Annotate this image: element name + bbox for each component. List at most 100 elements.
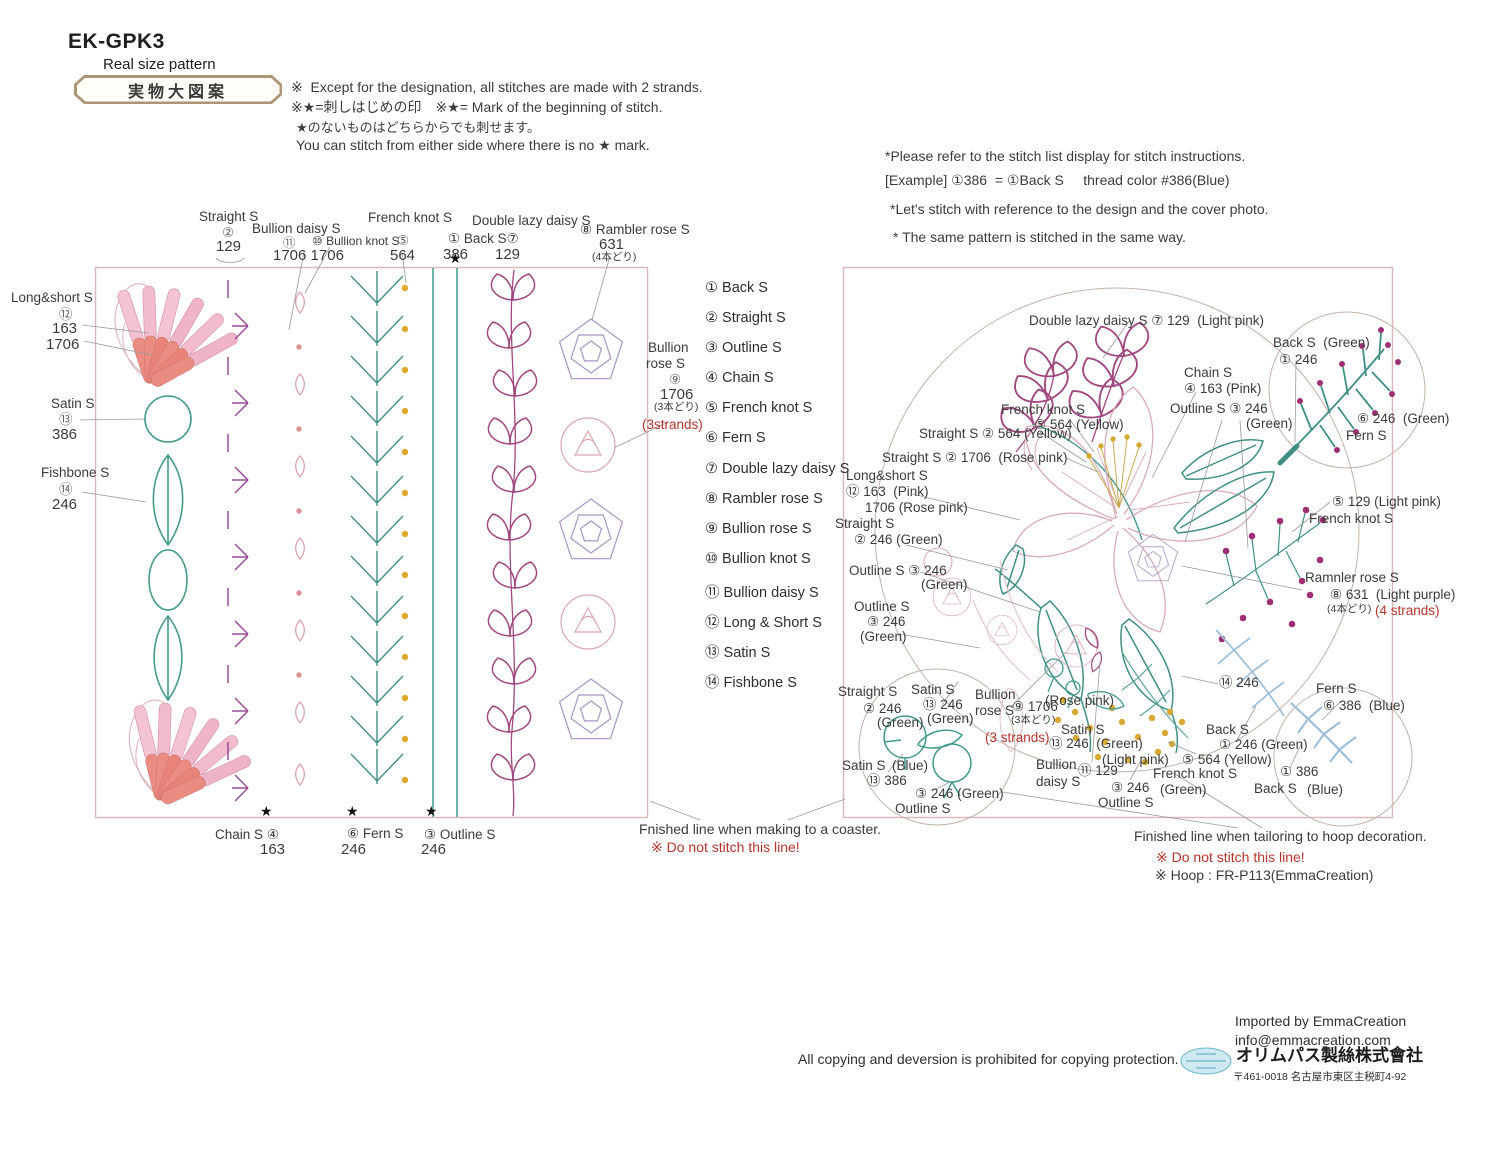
pink-bud-and-arcs [972, 559, 1059, 753]
french-knot-column [401, 284, 409, 784]
annotation-label: rose S [975, 703, 1015, 718]
blue-satin-flowers [883, 715, 972, 799]
annotation-label: Finished line when tailoring to hoop dec… [1134, 828, 1427, 844]
stitch-list-item: ⑧ Rambler rose S [705, 490, 823, 507]
annotation-label: ⑬ 246 [923, 697, 963, 712]
annotation-label: ① 246 [1279, 352, 1318, 367]
stitch-list-item: ⑭ Fishbone S [705, 675, 797, 692]
stitch-list-item: ② Straight S [705, 310, 786, 327]
annotation-label: Long&short S [11, 290, 93, 305]
annotation-label: ⑬ 386 [867, 773, 907, 788]
annotation-label: ⑪ [283, 236, 296, 250]
fern-branch-right [1205, 512, 1321, 605]
magenta-buds [1081, 624, 1105, 674]
annotation-label: (Green) [860, 629, 907, 644]
annotation-label: ★ [260, 803, 273, 819]
annotation-label: (4本どり) [1327, 603, 1372, 615]
annotation-label: ⑪ 129 [1078, 763, 1118, 778]
annotation-label: ※★=刺しはじめの印 ※★= Mark of the beginning of … [291, 99, 663, 115]
annotation-label: Straight S ② 1706 (Rose pink) [882, 450, 1068, 465]
double-lazy-daisy-column [485, 269, 539, 817]
annotation-label: ⑨ [669, 372, 682, 387]
annotation-label: 246 [52, 496, 78, 513]
annotation-label: (3 strands) [985, 730, 1050, 745]
fern-sample-green-dots [1297, 327, 1401, 453]
long-short-sample-bottom [124, 697, 258, 813]
annotation-label: ① 246 (Green) [1219, 737, 1308, 752]
stamens [1086, 434, 1142, 509]
annotation-label: *Let's stitch with reference to the desi… [890, 201, 1269, 217]
annotation-label: (Rose pink) [1045, 693, 1115, 708]
straight-stitch-column [227, 279, 249, 802]
stitch-list-item: ⑤ French knot S [705, 400, 813, 417]
annotation-label: ③ 246 (Green) [915, 786, 1004, 801]
fishbone-sample [152, 453, 184, 547]
fern-stitch-column [350, 270, 404, 785]
annotation-label: Back S [1254, 781, 1297, 796]
bullion-daisy-column [295, 291, 305, 786]
annotation-label: [Example] ①386 = ①Back S thread color #3… [885, 172, 1230, 188]
annotation-label: Bullion [975, 687, 1016, 702]
annotation-label: 1706 1706 [273, 247, 344, 264]
annotation-label: ② 246 (Green) [854, 532, 943, 547]
annotation-label: ⑥ 246 (Green) [1357, 411, 1450, 426]
annotation-label: ※ Do not stitch this line! [651, 839, 800, 855]
annotation-label: (3本どり) [654, 401, 699, 413]
yellow-french-knots [1054, 696, 1186, 766]
annotation-label: Back S [1206, 722, 1249, 737]
annotation-label: (3本どり) [1011, 714, 1056, 726]
annotation-label: 1706 [660, 386, 694, 403]
stitch-list-item: ① Back S [705, 280, 768, 296]
annotation-label: ③ 246 [1111, 780, 1150, 795]
stitch-list-item: ⑦ Double lazy daisy S [705, 460, 850, 477]
annotation-label: (Blue) [892, 758, 929, 773]
leaf-sample [153, 614, 183, 702]
annotation-label: rose S [646, 356, 686, 371]
annotation-label: 129 [495, 246, 521, 263]
annotation-label: 246 [341, 841, 367, 858]
stitch-list-item: ⑨ Bullion rose S [705, 520, 812, 537]
annotation-label: ⑤ 129 (Light pink) [1332, 494, 1441, 509]
annotation-label: Satin S [842, 758, 886, 773]
annotation-label: ⑤ 564 (Yellow) [1182, 752, 1272, 767]
annotation-label: Long&short S [846, 468, 928, 483]
bullion-roses-small [923, 547, 1098, 668]
annotation-label: ⑩ Bullion knot S [312, 234, 400, 248]
annotation-label: ③ Outline S [424, 827, 496, 842]
annotation-label: Bullion daisy S [252, 221, 341, 236]
annotation-label: Outline S ③ 246 [1170, 401, 1268, 416]
back-stitch-lines [432, 268, 458, 817]
annotation-label: Straight S [838, 684, 898, 699]
annotation-label: Outline S ③ 246 [849, 563, 947, 578]
annotation-label: Outline S [1098, 795, 1154, 810]
teal-fern-bottom [1121, 651, 1189, 739]
annotation-label: Imported by EmmaCreation [1235, 1013, 1407, 1029]
coaster-finish-line [94, 266, 649, 819]
page-title: EK-GPK3 [68, 30, 165, 53]
annotation-label: ③ 246 [867, 614, 906, 629]
annotation-label: 631 [599, 236, 625, 253]
annotation-label: ② 246 [863, 701, 902, 716]
annotation-label: ⑤ 564 (Yellow) [1034, 417, 1124, 432]
page-subtitle: Real size pattern [103, 56, 216, 73]
teal-berries [1044, 658, 1125, 710]
annotation-label: (Green) [1246, 416, 1293, 431]
annotation-label: 1706 [46, 336, 80, 353]
annotation-label: French knot S [1309, 511, 1394, 526]
annotation-label: ⑥ 386 (Blue) [1323, 698, 1405, 713]
fern-sample-blue [1290, 702, 1357, 764]
annotation-label: French knot S [1153, 766, 1238, 781]
oval-sample [148, 549, 188, 611]
annotation-label: ④ 163 (Pink) [1184, 381, 1262, 396]
annotation-label: Bullion [648, 340, 689, 355]
petal-veins [1061, 447, 1191, 541]
annotation-label: ⑥ Fern S [347, 826, 404, 841]
annotation-label: 〒461-0018 名古屋市東区主税町4-92 [1233, 1071, 1407, 1083]
annotation-label: (Green) [1160, 782, 1207, 797]
annotation-label: ★のないものはどちらからでも刺せます。 [296, 120, 540, 135]
olympus-logo [1180, 1047, 1232, 1075]
annotation-label: 163 [52, 320, 78, 337]
annotation-label: 386 [443, 246, 469, 263]
annotation-label: Chain S ④ [215, 827, 279, 842]
